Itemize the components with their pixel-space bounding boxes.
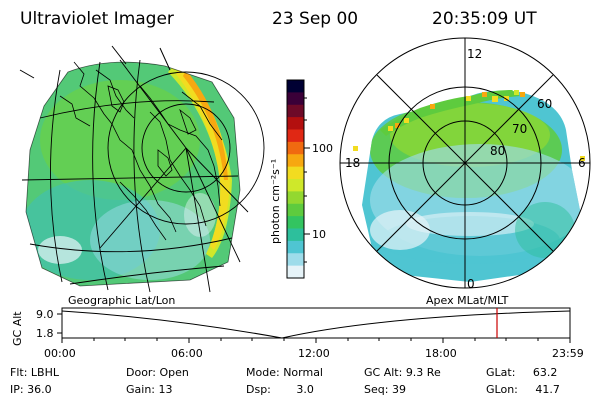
info-mode-label: Mode:	[246, 366, 280, 379]
polar-map: 12 18 6 0 60 70 80	[339, 37, 591, 291]
timeline-ytick-bottom: 1.8	[36, 327, 54, 340]
mlat-label-80: 80	[490, 144, 505, 158]
info-door-value: Open	[159, 366, 189, 379]
geographic-map	[19, 45, 265, 293]
info-mode-value: Normal	[283, 366, 323, 379]
colorbar-swatch	[287, 166, 304, 180]
altitude-timeline: GC Alt	[11, 307, 571, 346]
mlt-label-0: 0	[467, 277, 475, 291]
info-dsp: Dsp: 3.0	[246, 384, 314, 395]
colorbar-swatch	[287, 154, 304, 168]
timeline-xtick-0000: 00:00	[44, 347, 76, 360]
polar-grid	[339, 37, 591, 289]
colorbar-swatch	[287, 129, 304, 143]
info-filter: Flt: LBHL	[10, 367, 59, 378]
colorbar-swatch	[287, 179, 304, 192]
info-seq-value: 39	[391, 383, 406, 396]
colorbar-swatch	[287, 228, 304, 242]
mlt-label-6: 6	[578, 156, 586, 170]
info-gain-value: 13	[158, 383, 173, 396]
timeline-xtick-2359: 23:59	[552, 347, 584, 360]
timeline-xtick-0600: 06:00	[171, 347, 203, 360]
info-gc-alt-label: GC Alt:	[364, 366, 403, 379]
mlt-label-12: 12	[467, 47, 482, 61]
timeline-ytick-top: 9.0	[36, 308, 54, 321]
info-glon-value: 41.7	[535, 383, 560, 396]
colorbar-swatch	[287, 117, 304, 131]
info-glon-label: GLon:	[486, 383, 518, 396]
mlat-label-70: 70	[512, 122, 527, 136]
info-glat-value: 63.2	[532, 366, 558, 379]
colorbar-swatch	[287, 265, 304, 279]
info-filter-value: LBHL	[30, 366, 59, 379]
colorbar-swatch	[287, 191, 304, 205]
info-glat-label: GLat:	[486, 366, 516, 379]
auroral-arc-dots	[353, 90, 585, 161]
observation-date: 23 Sep 00	[272, 9, 359, 29]
info-filter-label: Flt:	[10, 366, 28, 379]
colorbar: 100 10 photon cm⁻²s⁻¹	[269, 79, 333, 279]
observation-time: 20:35:09 UT	[432, 9, 537, 29]
info-glat: GLat: 63.2	[486, 367, 557, 378]
instrument-title: Ultraviolet Imager	[20, 9, 174, 29]
info-gc-alt-value: 9.3 Re	[405, 366, 441, 379]
colorbar-swatch	[287, 203, 304, 217]
info-seq: Seq: 39	[364, 384, 406, 395]
info-ip-label: IP:	[10, 383, 24, 396]
info-ip: IP: 36.0	[10, 384, 52, 395]
timeline-xtick-1800: 18:00	[425, 347, 457, 360]
mlat-label-60: 60	[537, 97, 552, 111]
colorbar-swatch	[287, 240, 304, 254]
info-gc-alt: GC Alt: 9.3 Re	[364, 367, 441, 378]
left-map-caption: Geographic Lat/Lon	[68, 294, 176, 307]
colorbar-tick-100: 100	[312, 142, 333, 155]
info-ip-value: 36.0	[27, 383, 52, 396]
colorbar-unit-label: photon cm⁻²s⁻¹	[269, 159, 282, 244]
colorbar-swatches	[287, 80, 304, 279]
mlt-label-18: 18	[345, 156, 360, 170]
colorbar-swatch	[287, 141, 304, 155]
info-gain-label: Gain:	[126, 383, 155, 396]
geographic-grid	[21, 59, 265, 293]
right-aurora-image	[353, 90, 585, 283]
colorbar-swatch	[287, 253, 304, 267]
info-door-label: Door:	[126, 366, 156, 379]
colorbar-swatch	[287, 216, 304, 230]
info-mode: Mode: Normal	[246, 367, 323, 378]
colorbar-swatch	[287, 104, 304, 118]
colorbar-swatch	[287, 92, 304, 106]
colorbar-tick-10: 10	[312, 228, 326, 241]
info-glon: GLon: 41.7	[486, 384, 560, 395]
info-door: Door: Open	[126, 367, 189, 378]
colorbar-swatch	[287, 80, 304, 93]
coastlines	[59, 61, 223, 241]
right-map-caption: Apex MLat/MLT	[426, 294, 509, 307]
left-aurora-image	[26, 62, 240, 287]
info-seq-label: Seq:	[364, 383, 389, 396]
info-dsp-value: 3.0	[296, 383, 314, 396]
orbit-lines	[19, 45, 171, 79]
timeline-xtick-1200: 12:00	[298, 347, 330, 360]
timeline-axis-label: GC Alt	[11, 311, 24, 346]
info-gain: Gain: 13	[126, 384, 173, 395]
info-dsp-label: Dsp:	[246, 383, 271, 396]
